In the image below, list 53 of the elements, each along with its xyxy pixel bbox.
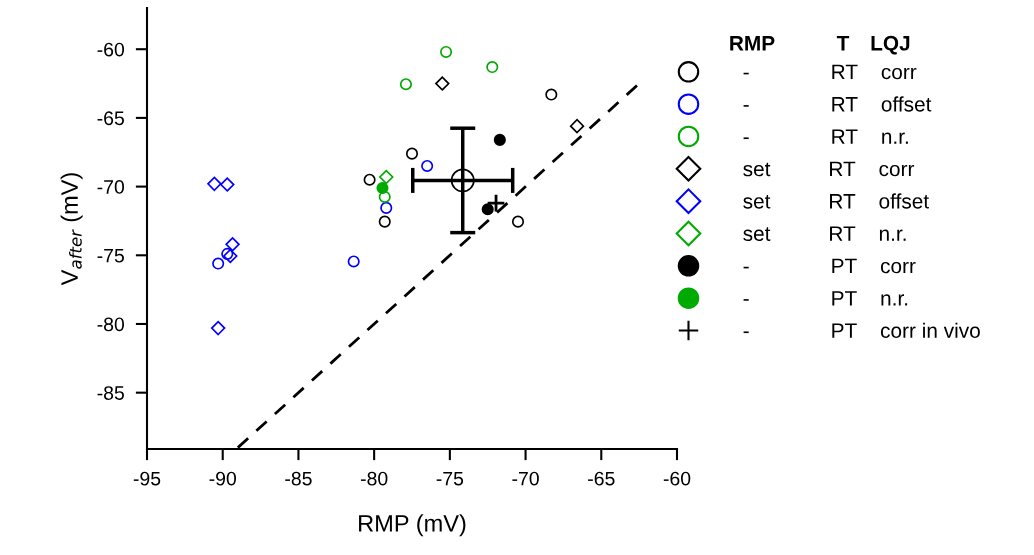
point bbox=[481, 203, 494, 216]
legend-label: - PT corr bbox=[743, 258, 916, 274]
x-axis-title: RMP (mV) bbox=[359, 514, 466, 537]
point bbox=[569, 118, 585, 134]
legend-label: - RT corr bbox=[743, 64, 917, 80]
point bbox=[379, 169, 394, 185]
point bbox=[220, 177, 235, 192]
point bbox=[378, 215, 391, 228]
point bbox=[221, 247, 234, 260]
x-tick-label: -70 bbox=[512, 471, 539, 486]
x-tick-label: -60 bbox=[663, 471, 691, 486]
point bbox=[376, 181, 389, 195]
point bbox=[399, 78, 412, 91]
y-tick-label: -70 bbox=[97, 180, 125, 194]
y-tick-label: -65 bbox=[97, 111, 124, 126]
y-tick-label: -80 bbox=[97, 317, 125, 332]
y-axis-title: V$_{after}$ (mV) bbox=[60, 173, 83, 286]
point bbox=[207, 176, 222, 192]
point bbox=[223, 248, 238, 264]
point bbox=[225, 237, 240, 252]
point bbox=[380, 201, 393, 214]
point bbox=[450, 168, 475, 193]
point bbox=[493, 133, 506, 146]
legend-label: - RT n.r. bbox=[743, 129, 908, 144]
legend-label: set RT corr bbox=[743, 161, 915, 177]
x-tick-label: -90 bbox=[209, 471, 237, 486]
legend-label: - RT offset bbox=[743, 96, 932, 112]
point bbox=[511, 215, 525, 228]
point bbox=[212, 257, 225, 270]
y-tick-label: -75 bbox=[97, 248, 124, 263]
x-tick-label: -95 bbox=[133, 471, 161, 486]
y-tick-label: -85 bbox=[97, 386, 124, 400]
text: RMP T LQJ bbox=[730, 35, 910, 55]
legend-label: - PT corr in vivo bbox=[743, 322, 980, 338]
x-tick-label: -85 bbox=[285, 471, 312, 486]
x-tick-label: -80 bbox=[360, 471, 388, 486]
x-tick-label: -65 bbox=[588, 471, 615, 486]
point bbox=[440, 45, 453, 59]
point bbox=[347, 255, 360, 268]
point bbox=[405, 147, 419, 160]
point bbox=[486, 193, 506, 213]
y-tick-label: -60 bbox=[97, 42, 125, 57]
point bbox=[486, 61, 499, 74]
x-tick-label: -75 bbox=[436, 471, 464, 486]
point bbox=[378, 190, 391, 203]
point bbox=[421, 159, 434, 173]
point bbox=[435, 76, 450, 91]
point bbox=[545, 88, 558, 101]
legend-label: set RT n.r. bbox=[743, 226, 906, 241]
legend-label: - PT n.r. bbox=[743, 291, 908, 306]
point bbox=[363, 173, 376, 186]
legend-label: set RT offset bbox=[743, 193, 929, 209]
point bbox=[210, 320, 226, 336]
